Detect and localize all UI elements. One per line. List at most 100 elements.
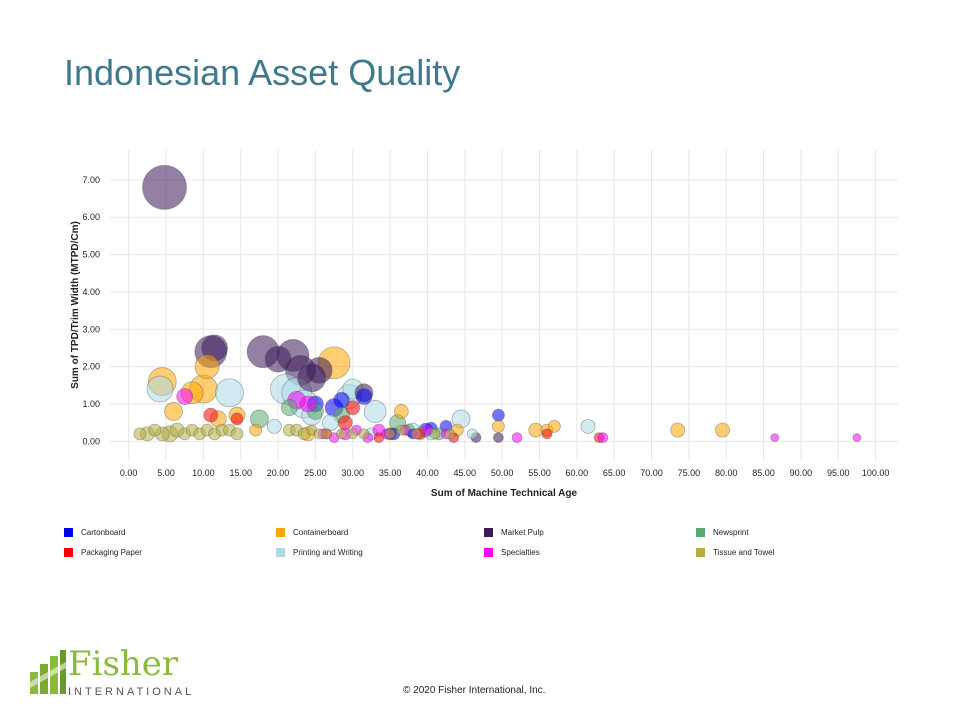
x-tick-label: 30.00: [341, 468, 364, 478]
bubble-point: [580, 418, 596, 434]
bubble-point: [305, 356, 333, 384]
x-tick-label: 70.00: [640, 468, 663, 478]
y-tick-label: 6.00: [82, 212, 100, 222]
bubble-point: [492, 432, 504, 443]
bubble-point: [444, 428, 456, 440]
x-tick-label: 50.00: [491, 468, 514, 478]
bubble-point: [164, 402, 183, 421]
bubble-point: [264, 345, 292, 373]
legend-label: Containerboard: [293, 528, 349, 537]
x-tick-label: 80.00: [715, 468, 738, 478]
legend-item: Cartonboard: [64, 528, 125, 537]
legend-swatch: [276, 528, 285, 537]
fisher-logo-icon: [30, 650, 66, 694]
bubble-point: [230, 427, 244, 441]
x-tick-label: 60.00: [566, 468, 589, 478]
logo-subtitle: INTERNATIONAL: [68, 686, 195, 698]
legend-item: Tissue and Towel: [696, 548, 774, 557]
x-tick-label: 0.00: [120, 468, 138, 478]
logo-name: Fisher: [68, 644, 179, 684]
legend-item: Market Pulp: [484, 528, 544, 537]
x-tick-label: 15.00: [229, 468, 252, 478]
bubble-point: [321, 414, 339, 432]
bubble-point: [384, 428, 396, 440]
legend-item: Packaging Paper: [64, 548, 142, 557]
bubble-point: [299, 395, 317, 413]
bubble-point: [597, 432, 609, 443]
fisher-logo: Fisher INTERNATIONAL: [30, 644, 191, 700]
legend-label: Tissue and Towel: [713, 548, 775, 557]
y-tick-label: 0.00: [82, 436, 100, 446]
x-tick-label: 95.00: [827, 468, 850, 478]
x-tick-label: 10.00: [192, 468, 215, 478]
bubble-point: [852, 433, 862, 442]
legend-swatch: [696, 548, 705, 557]
y-tick-label: 7.00: [82, 175, 100, 185]
y-tick-label: 2.00: [82, 362, 100, 372]
y-axis-title: Sum of TPD/Trim Width (MTPD/Cm): [70, 221, 81, 389]
bubble-point: [770, 433, 780, 442]
legend-label: Packaging Paper: [81, 548, 142, 557]
bubble-point: [511, 432, 523, 443]
bubble-point: [280, 399, 298, 417]
bubble-point: [345, 400, 361, 416]
bubble-point: [491, 408, 505, 422]
bubble-point: [410, 428, 422, 440]
bubble-point: [266, 418, 282, 434]
legend-swatch: [696, 528, 705, 537]
legend-swatch: [484, 548, 493, 557]
bubble-point: [194, 354, 220, 380]
bubble-point: [466, 428, 478, 440]
bubble-point: [541, 428, 553, 440]
x-tick-label: 75.00: [678, 468, 701, 478]
x-tick-label: 20.00: [267, 468, 290, 478]
slide-title: Indonesian Asset Quality: [64, 52, 461, 93]
y-tick-label: 1.00: [82, 399, 100, 409]
bubble-point: [148, 423, 162, 437]
bubble-point: [321, 428, 333, 440]
legend-label: Printing and Writing: [293, 548, 363, 557]
bubble-point: [230, 412, 244, 426]
bubble-point: [715, 422, 730, 438]
bubble-point: [203, 407, 219, 423]
legend-swatch: [64, 548, 73, 557]
legend-label: Cartonboard: [81, 528, 126, 537]
bubble-point: [146, 375, 174, 403]
x-tick-label: 100.00: [862, 468, 890, 478]
bubble-chart: 0.00 5.00 10.00 15.00 20.00 25.00 30.00 35.00 40…: [70, 150, 898, 499]
bubble-point: [336, 428, 347, 440]
x-tick-label: 35.00: [379, 468, 402, 478]
y-tick-label: 4.00: [82, 287, 100, 297]
bubble-point: [363, 400, 387, 423]
x-tick-label: 5.00: [157, 468, 175, 478]
copyright-text: © 2020 Fisher International, Inc.: [403, 685, 546, 696]
bubble-point: [215, 378, 244, 408]
bubble-point: [395, 424, 407, 436]
x-tick-label: 45.00: [454, 468, 477, 478]
bubble-point: [358, 428, 370, 440]
bubble-point: [429, 428, 441, 440]
x-axis-title: Sum of Machine Technical Age: [431, 488, 578, 499]
legend-label: Newsprint: [713, 528, 749, 537]
x-tick-label: 40.00: [416, 468, 439, 478]
legend-item: Specialties: [484, 548, 540, 557]
legend-label: Specialties: [501, 548, 540, 557]
bubble-point: [133, 427, 147, 441]
legend-item: Newsprint: [696, 528, 749, 537]
x-tick-label: 90.00: [790, 468, 813, 478]
legend-label: Market Pulp: [501, 528, 544, 537]
y-tick-label: 3.00: [82, 324, 100, 334]
legend-swatch: [276, 548, 285, 557]
bubble-point: [176, 388, 194, 405]
y-tick-label: 5.00: [82, 250, 100, 260]
bubble-point: [491, 419, 505, 433]
bubble-point: [142, 164, 187, 210]
x-tick-label: 25.00: [304, 468, 327, 478]
legend-item: Printing and Writing: [276, 548, 363, 557]
bubble-point: [347, 428, 359, 440]
legend-swatch: [484, 528, 493, 537]
x-tick-label: 65.00: [603, 468, 626, 478]
bubble-point: [548, 419, 561, 433]
x-tick-label: 55.00: [528, 468, 551, 478]
bubble-point: [249, 423, 263, 437]
